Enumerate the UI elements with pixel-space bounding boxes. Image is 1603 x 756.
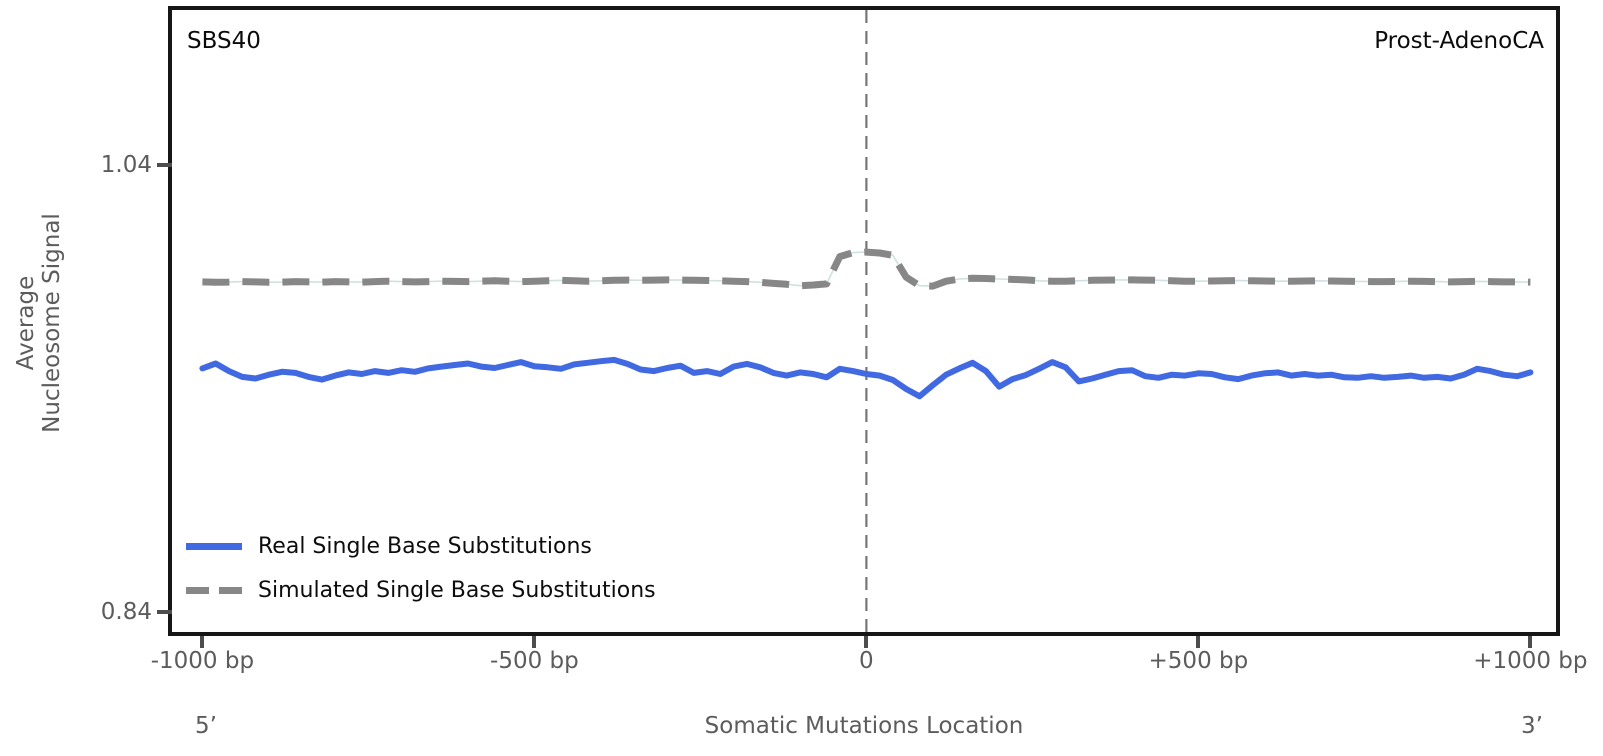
y-tick-mark-1.04 [157, 162, 172, 167]
simulated-sbs-line [202, 248, 1531, 290]
y-axis-title-line1: Average [13, 275, 39, 371]
legend-row-simulated-sbs: Simulated Single Base Substitutions [186, 576, 656, 604]
x-tick-label-0: 0 [859, 648, 874, 674]
y-axis-title-line2: Nucleosome Signal [39, 213, 65, 433]
legend-swatch-real-sbs [186, 542, 242, 550]
x-tick-label--500: -500 bp [490, 648, 579, 674]
x-tick-label--1000: -1000 bp [150, 648, 255, 674]
y-tick-label-0.84: 0.84 [100, 599, 152, 626]
x-tick-mark-0 [864, 636, 869, 648]
legend-row-real-sbs: Real Single Base Substitutions [186, 532, 656, 560]
real-sbs-line [199, 356, 1534, 400]
x-axis-title: Somatic Mutations Location [704, 713, 1024, 739]
legend-label-simulated-sbs: Simulated Single Base Substitutions [258, 577, 656, 603]
signature-label: SBS40 [187, 28, 261, 54]
plot-canvas [199, 10, 1534, 632]
x-tick-mark--500 [532, 636, 537, 648]
y-tick-label-1.04: 1.04 [100, 151, 152, 178]
x-tick-mark-1000 [1528, 636, 1533, 648]
x-tick-label-500: +500 bp [1148, 648, 1249, 674]
x-axis-5prime-label: 5’ [195, 713, 217, 739]
y-tick-mark-0.84 [157, 610, 172, 615]
x-tick-mark-500 [1196, 636, 1201, 648]
x-axis-3prime-label: 3’ [1521, 713, 1543, 739]
legend: Real Single Base Substitutions Simulated … [186, 532, 656, 620]
cancer-type-label: Prost-AdenoCA [1374, 28, 1544, 54]
x-tick-mark--1000 [200, 636, 205, 648]
legend-label-real-sbs: Real Single Base Substitutions [258, 533, 592, 559]
y-axis-title: Average Nucleosome Signal [13, 173, 65, 473]
plot-area: SBS40 Prost-AdenoCA Real Single Base Sub… [168, 6, 1560, 636]
legend-swatch-simulated-sbs [186, 586, 242, 594]
x-tick-label-1000: +1000 bp [1473, 648, 1588, 674]
